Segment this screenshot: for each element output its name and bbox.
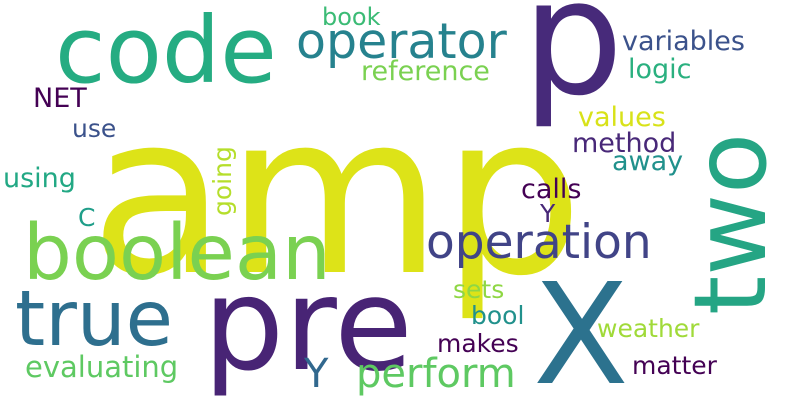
word-operator: operator: [296, 13, 508, 70]
word-matter: matter: [632, 351, 718, 380]
word-two: two: [672, 133, 789, 315]
word-use: use: [72, 114, 116, 143]
word-using: using: [3, 163, 76, 194]
word-true: true: [15, 275, 173, 364]
word-perform: perform: [356, 351, 516, 397]
word-pre: pre: [203, 251, 413, 400]
word-bool: bool: [471, 301, 524, 330]
word-book: book: [322, 3, 381, 31]
word-calls: calls: [521, 174, 581, 205]
word-evaluating: evaluating: [25, 350, 178, 384]
word-method: method: [572, 128, 676, 159]
word-c: C: [78, 203, 95, 232]
word-code: code: [55, 0, 277, 104]
word-x: X: [533, 254, 629, 400]
word-away: away: [612, 146, 683, 177]
word-boolean: boolean: [23, 209, 331, 298]
word-logic: logic: [628, 54, 692, 85]
word-amp: amp: [90, 67, 583, 325]
word-y-small: Y: [539, 199, 556, 228]
word-y-perform: Y: [303, 351, 329, 397]
word-variables: variables: [622, 26, 745, 57]
word-makes: makes: [437, 329, 519, 358]
word-p: p: [522, 0, 624, 131]
word-reference: reference: [361, 56, 490, 87]
word-weather: weather: [597, 314, 700, 343]
word-net: NET: [33, 83, 87, 114]
word-operation: operation: [426, 215, 652, 270]
word-going: going: [208, 146, 237, 216]
word-values: values: [578, 102, 666, 133]
word-sets: sets: [453, 275, 504, 304]
